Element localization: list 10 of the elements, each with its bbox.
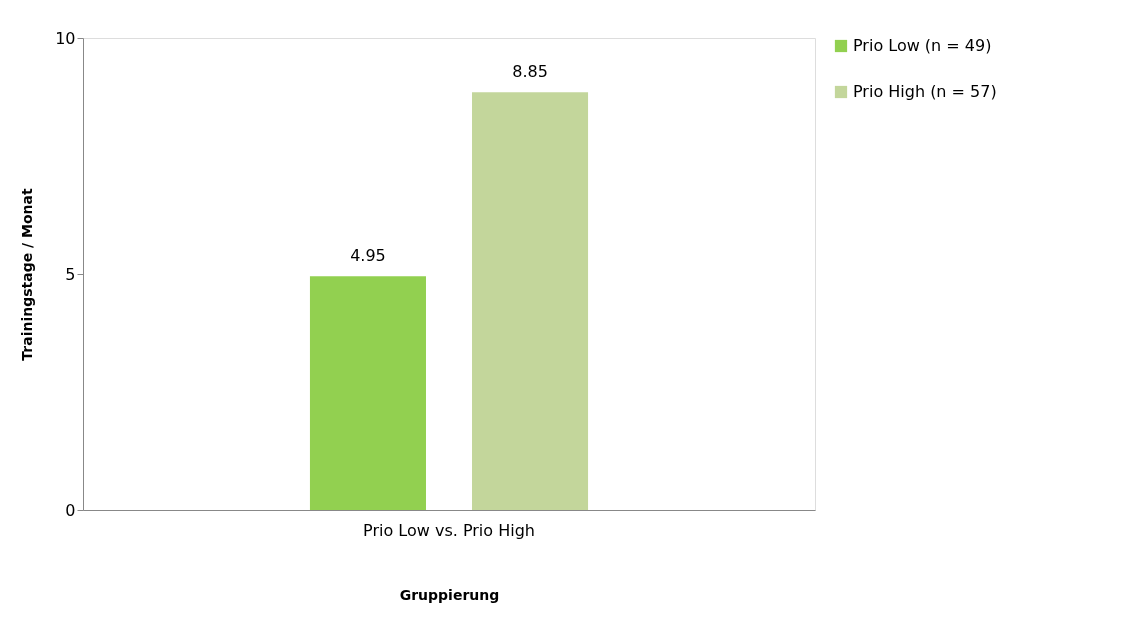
y-axis-title: Trainingstage / Monat	[19, 187, 36, 361]
y-tick-label: 0	[65, 500, 76, 520]
y-tick-label: 10	[55, 28, 76, 48]
data-label: 8.85	[512, 62, 548, 82]
legend-label: Prio Low (n = 49)	[853, 36, 992, 55]
legend-label: Prio High (n = 57)	[853, 82, 997, 101]
data-label: 4.95	[350, 246, 386, 266]
y-tick-label: 5	[65, 264, 76, 284]
x-axis-title: Gruppierung	[399, 586, 500, 603]
x-tick-label: Prio Low vs. Prio High	[363, 520, 535, 540]
